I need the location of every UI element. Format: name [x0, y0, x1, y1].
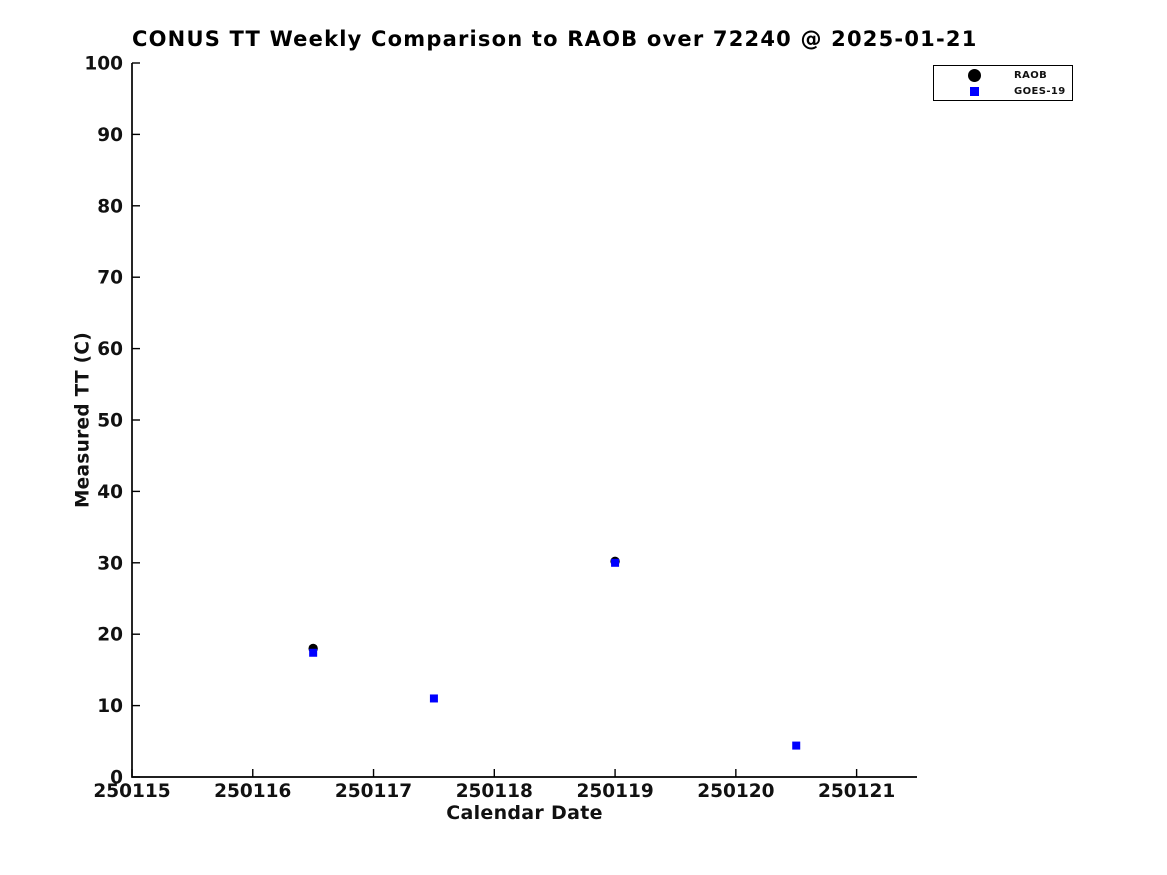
- data-point-goes-19: [611, 558, 620, 567]
- data-point-goes-19: [309, 648, 318, 657]
- y-tick-label: 20: [97, 625, 123, 646]
- y-tick-label: 100: [84, 54, 123, 75]
- legend-marker-cell: [934, 68, 1014, 82]
- x-tick-label: 250115: [93, 781, 170, 802]
- x-tick-label: 250118: [456, 781, 533, 802]
- y-tick-label: 30: [97, 553, 123, 574]
- y-tick-label: 40: [97, 482, 123, 503]
- axis-spines: [131, 63, 917, 778]
- legend-marker-cell: [934, 86, 1014, 96]
- legend: RAOB GOES-19: [933, 65, 1073, 101]
- goes-19-square-marker-icon: [969, 86, 979, 96]
- y-tick-label: 60: [97, 339, 123, 360]
- legend-label-goes-19: GOES-19: [1014, 85, 1066, 97]
- y-axis-label: Measured TT (C): [72, 331, 94, 509]
- x-tick-label: 250121: [818, 781, 895, 802]
- data-point-goes-19: [429, 694, 438, 703]
- y-tick-label: 80: [97, 196, 123, 217]
- x-tick-label: 250119: [576, 781, 653, 802]
- x-axis-label: Calendar Date: [446, 802, 603, 824]
- y-tick-label: 90: [97, 125, 123, 146]
- y-tick-label: 70: [97, 268, 123, 289]
- legend-label-raob: RAOB: [1014, 69, 1048, 81]
- x-tick-label: 250116: [214, 781, 291, 802]
- x-tick-label: 250120: [697, 781, 774, 802]
- legend-item-raob: RAOB: [934, 67, 1072, 83]
- x-tick-label: 250117: [335, 781, 412, 802]
- y-tick-label: 0: [110, 768, 123, 789]
- chart-title: CONUS TT Weekly Comparison to RAOB over …: [132, 27, 978, 51]
- data-point-goes-19: [792, 741, 801, 750]
- legend-item-goes-19: GOES-19: [934, 83, 1072, 99]
- y-tick-label: 50: [97, 411, 123, 432]
- raob-circle-marker-icon: [967, 68, 981, 82]
- y-tick-label: 10: [97, 696, 123, 717]
